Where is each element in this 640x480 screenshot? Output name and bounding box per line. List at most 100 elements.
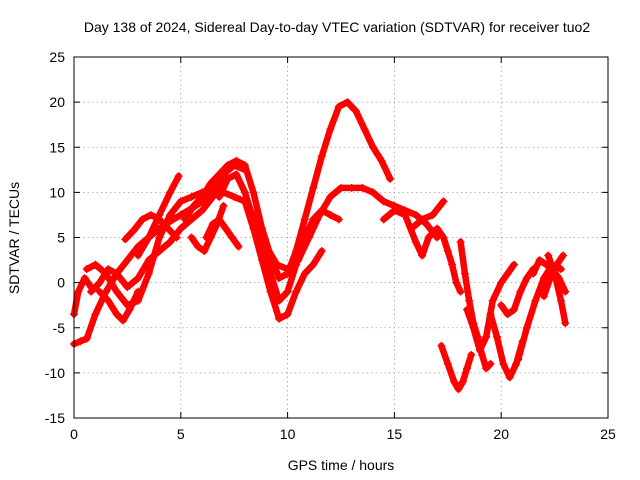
data-point [482,332,491,341]
data-point [369,188,378,197]
data-point [257,242,266,251]
series-arc-5 [96,288,142,324]
data-point [266,251,275,260]
data-point [232,156,241,165]
data-point [275,296,284,305]
data-point [208,183,217,192]
data-point [428,210,437,219]
data-point [360,125,369,134]
data-point [482,364,491,373]
data-point [514,355,523,364]
data-point [144,256,153,265]
data-point [202,233,211,242]
data-point [309,215,318,224]
data-point [82,265,91,274]
data-point [518,337,527,346]
data-point [87,287,96,296]
data-point [123,283,132,292]
data-point [535,256,544,265]
x-tick-label: 25 [600,426,616,442]
data-point [219,201,228,210]
data-point [529,269,538,278]
data-point [95,287,104,296]
data-point [443,247,452,256]
data-point [531,296,540,305]
data-point [123,256,132,265]
data-point [379,215,388,224]
data-point [326,192,335,201]
data-point [91,310,100,319]
data-point [418,215,427,224]
data-point [469,323,478,332]
data-point [181,215,190,224]
data-point [559,251,568,260]
data-point [166,238,175,247]
y-tick-label: 25 [49,49,65,65]
data-point [163,224,172,233]
data-point [351,107,360,116]
data-point [174,172,183,181]
data-point [522,274,531,283]
data-point [424,233,433,242]
data-point [463,364,472,373]
data-point [283,269,292,278]
data-point [300,233,309,242]
data-point [377,156,386,165]
data-point [456,238,465,247]
series-arc-14 [408,198,447,232]
data-point [557,296,566,305]
data-point [95,278,104,287]
data-point [112,287,121,296]
data-point [300,215,309,224]
data-point [510,305,519,314]
data-point [134,274,143,283]
data-point [283,310,292,319]
data-point [206,179,215,188]
data-point [315,210,324,219]
data-point [230,192,239,201]
data-point [266,269,275,278]
data-point [215,192,224,201]
data-point [334,215,343,224]
data-point [309,183,318,192]
data-point [208,219,217,228]
data-point [223,161,232,170]
data-point [193,242,202,251]
data-point [433,224,442,233]
data-point [546,274,555,283]
y-tick-label: 10 [49,184,65,200]
data-point [249,224,258,233]
grid-lines [74,57,608,418]
x-axis-label: GPS time / hours [288,457,395,473]
data-point [460,269,469,278]
data-point [292,247,301,256]
data-point [144,233,153,242]
data-point [512,359,521,368]
x-tick-label: 0 [70,426,78,442]
data-point [198,192,207,201]
data-point [439,197,448,206]
data-point [80,274,89,283]
data-point [275,314,284,323]
data-point [240,188,249,197]
data-point [187,233,196,242]
data-point [155,224,164,233]
data-point [437,341,446,350]
data-point [292,260,301,269]
data-point [337,183,345,192]
data-point [200,247,209,256]
x-tick-label: 5 [177,426,185,442]
y-axis-label: SDTVAR / TECUs [6,182,22,294]
data-point [176,197,185,206]
series-arc-4 [87,180,227,295]
data-point [326,210,335,219]
data-point [561,287,570,296]
data-point [386,174,395,183]
series-arc-18 [487,310,526,381]
x-tick-label: 20 [493,426,509,442]
data-point [82,334,91,343]
data-point [300,269,309,278]
data-point [379,197,388,206]
data-point [418,251,427,260]
data-point [561,319,570,328]
